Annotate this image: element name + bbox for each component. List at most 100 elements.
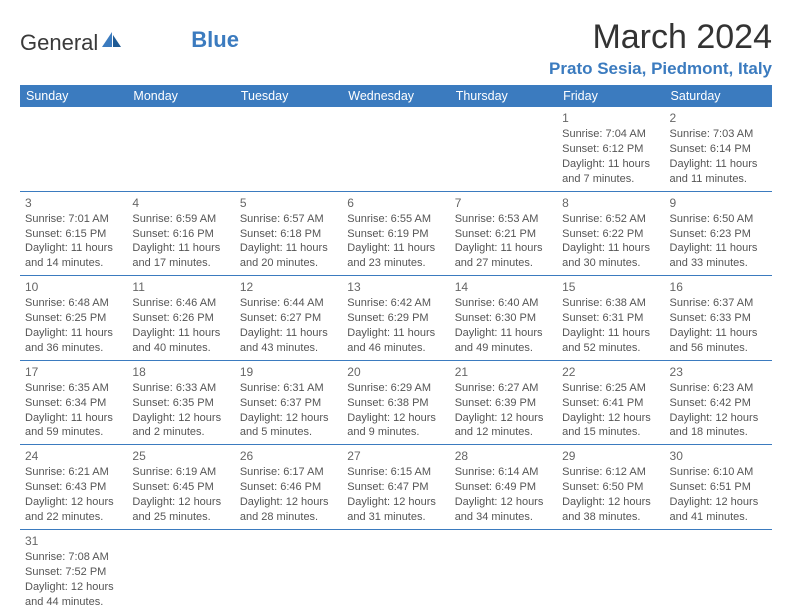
calendar-row: 31Sunrise: 7:08 AMSunset: 7:52 PMDayligh…: [20, 529, 772, 613]
daylight-text: Daylight: 12 hours: [670, 411, 767, 426]
sunset-text: Sunset: 6:25 PM: [25, 311, 122, 326]
daylight-text: Daylight: 11 hours: [562, 241, 659, 256]
daylight-text: and 31 minutes.: [347, 510, 444, 525]
daylight-text: and 59 minutes.: [25, 425, 122, 440]
sunset-text: Sunset: 6:35 PM: [132, 396, 229, 411]
sunrise-text: Sunrise: 6:31 AM: [240, 381, 337, 396]
sunrise-text: Sunrise: 6:57 AM: [240, 212, 337, 227]
daylight-text: Daylight: 12 hours: [347, 411, 444, 426]
sunrise-text: Sunrise: 6:29 AM: [347, 381, 444, 396]
calendar-cell: 2Sunrise: 7:03 AMSunset: 6:14 PMDaylight…: [665, 107, 772, 191]
daylight-text: and 38 minutes.: [562, 510, 659, 525]
sunset-text: Sunset: 6:22 PM: [562, 227, 659, 242]
daylight-text: Daylight: 12 hours: [240, 411, 337, 426]
logo: General Blue: [20, 30, 239, 56]
day-number: 2: [670, 110, 767, 126]
sunset-text: Sunset: 6:34 PM: [25, 396, 122, 411]
daylight-text: Daylight: 11 hours: [562, 157, 659, 172]
calendar-cell: 27Sunrise: 6:15 AMSunset: 6:47 PMDayligh…: [342, 445, 449, 530]
location-subtitle: Prato Sesia, Piedmont, Italy: [549, 59, 772, 79]
calendar-cell: 1Sunrise: 7:04 AMSunset: 6:12 PMDaylight…: [557, 107, 664, 191]
sunset-text: Sunset: 6:42 PM: [670, 396, 767, 411]
sunset-text: Sunset: 6:12 PM: [562, 142, 659, 157]
calendar-cell: [127, 529, 234, 613]
day-number: 8: [562, 195, 659, 211]
day-header: Thursday: [450, 85, 557, 107]
sunset-text: Sunset: 6:49 PM: [455, 480, 552, 495]
calendar-row: 10Sunrise: 6:48 AMSunset: 6:25 PMDayligh…: [20, 276, 772, 361]
day-number: 22: [562, 364, 659, 380]
daylight-text: and 7 minutes.: [562, 172, 659, 187]
calendar-cell: 21Sunrise: 6:27 AMSunset: 6:39 PMDayligh…: [450, 360, 557, 445]
day-number: 27: [347, 448, 444, 464]
sunrise-text: Sunrise: 7:08 AM: [25, 550, 122, 565]
daylight-text: and 9 minutes.: [347, 425, 444, 440]
sunrise-text: Sunrise: 6:46 AM: [132, 296, 229, 311]
sunset-text: Sunset: 6:16 PM: [132, 227, 229, 242]
sunrise-text: Sunrise: 6:53 AM: [455, 212, 552, 227]
sunrise-text: Sunrise: 6:27 AM: [455, 381, 552, 396]
sunrise-text: Sunrise: 6:12 AM: [562, 465, 659, 480]
day-number: 11: [132, 279, 229, 295]
day-number: 1: [562, 110, 659, 126]
calendar-cell: 15Sunrise: 6:38 AMSunset: 6:31 PMDayligh…: [557, 276, 664, 361]
sunset-text: Sunset: 6:33 PM: [670, 311, 767, 326]
day-number: 29: [562, 448, 659, 464]
day-number: 19: [240, 364, 337, 380]
calendar-cell: 4Sunrise: 6:59 AMSunset: 6:16 PMDaylight…: [127, 191, 234, 276]
daylight-text: Daylight: 12 hours: [240, 495, 337, 510]
daylight-text: and 34 minutes.: [455, 510, 552, 525]
day-number: 14: [455, 279, 552, 295]
sunrise-text: Sunrise: 6:10 AM: [670, 465, 767, 480]
sunset-text: Sunset: 7:52 PM: [25, 565, 122, 580]
calendar-row: 3Sunrise: 7:01 AMSunset: 6:15 PMDaylight…: [20, 191, 772, 276]
day-number: 23: [670, 364, 767, 380]
day-header: Wednesday: [342, 85, 449, 107]
logo-general: General: [20, 30, 98, 56]
sunset-text: Sunset: 6:50 PM: [562, 480, 659, 495]
day-header: Saturday: [665, 85, 772, 107]
calendar-cell: 9Sunrise: 6:50 AMSunset: 6:23 PMDaylight…: [665, 191, 772, 276]
calendar-cell: [450, 529, 557, 613]
daylight-text: Daylight: 11 hours: [25, 241, 122, 256]
sunrise-text: Sunrise: 6:59 AM: [132, 212, 229, 227]
calendar-cell: [127, 107, 234, 191]
daylight-text: Daylight: 11 hours: [25, 326, 122, 341]
day-number: 28: [455, 448, 552, 464]
daylight-text: and 41 minutes.: [670, 510, 767, 525]
sunset-text: Sunset: 6:47 PM: [347, 480, 444, 495]
sunrise-text: Sunrise: 6:14 AM: [455, 465, 552, 480]
sunset-text: Sunset: 6:46 PM: [240, 480, 337, 495]
sunset-text: Sunset: 6:15 PM: [25, 227, 122, 242]
calendar-cell: 24Sunrise: 6:21 AMSunset: 6:43 PMDayligh…: [20, 445, 127, 530]
sunrise-text: Sunrise: 6:35 AM: [25, 381, 122, 396]
sunset-text: Sunset: 6:30 PM: [455, 311, 552, 326]
daylight-text: Daylight: 12 hours: [132, 495, 229, 510]
calendar-row: 1Sunrise: 7:04 AMSunset: 6:12 PMDaylight…: [20, 107, 772, 191]
daylight-text: Daylight: 12 hours: [562, 495, 659, 510]
sunset-text: Sunset: 6:38 PM: [347, 396, 444, 411]
sunset-text: Sunset: 6:21 PM: [455, 227, 552, 242]
calendar-cell: [235, 529, 342, 613]
sunrise-text: Sunrise: 7:01 AM: [25, 212, 122, 227]
daylight-text: and 11 minutes.: [670, 172, 767, 187]
calendar-cell: 26Sunrise: 6:17 AMSunset: 6:46 PMDayligh…: [235, 445, 342, 530]
calendar-cell: [342, 107, 449, 191]
daylight-text: and 52 minutes.: [562, 341, 659, 356]
sunrise-text: Sunrise: 6:33 AM: [132, 381, 229, 396]
daylight-text: and 2 minutes.: [132, 425, 229, 440]
sunrise-text: Sunrise: 6:42 AM: [347, 296, 444, 311]
day-number: 3: [25, 195, 122, 211]
sunrise-text: Sunrise: 6:15 AM: [347, 465, 444, 480]
sail-icon: [101, 31, 123, 54]
daylight-text: Daylight: 11 hours: [670, 326, 767, 341]
daylight-text: and 33 minutes.: [670, 256, 767, 271]
day-number: 10: [25, 279, 122, 295]
sunset-text: Sunset: 6:14 PM: [670, 142, 767, 157]
daylight-text: Daylight: 12 hours: [455, 411, 552, 426]
sunrise-text: Sunrise: 6:17 AM: [240, 465, 337, 480]
sunrise-text: Sunrise: 6:52 AM: [562, 212, 659, 227]
sunset-text: Sunset: 6:43 PM: [25, 480, 122, 495]
daylight-text: Daylight: 11 hours: [240, 326, 337, 341]
daylight-text: and 18 minutes.: [670, 425, 767, 440]
